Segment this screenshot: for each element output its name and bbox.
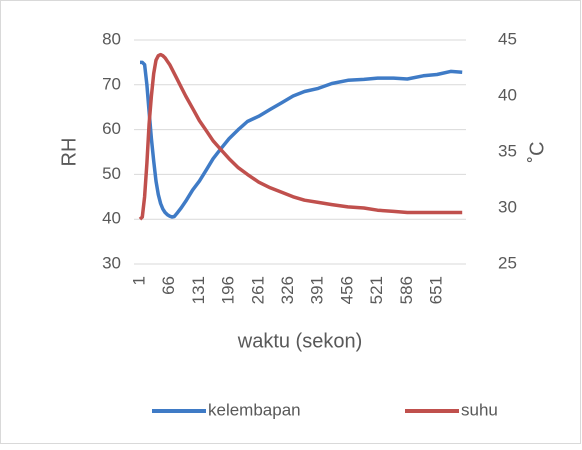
y-tick-label: 30 <box>102 253 121 272</box>
legend-label: kelembapan <box>208 400 301 419</box>
x-tick-label: 391 <box>308 276 327 304</box>
x-tick-label: 131 <box>189 276 208 304</box>
y2-tick-label: 35 <box>498 141 517 160</box>
y-axis-label: RH <box>58 138 80 167</box>
x-tick-label: 521 <box>367 276 386 304</box>
y2-tick-label: 40 <box>498 85 517 104</box>
legend-label: suhu <box>461 400 498 419</box>
series-line <box>138 52 463 221</box>
y2-tick-label: 45 <box>498 29 517 48</box>
series-line <box>140 60 463 219</box>
x-tick-label: 1 <box>129 276 148 285</box>
x-tick-label: 196 <box>219 276 238 304</box>
x-tick-label: 651 <box>427 276 446 304</box>
x-tick-label: 326 <box>278 276 297 304</box>
y-tick-label: 60 <box>102 119 121 138</box>
x-axis-label: waktu (sekon) <box>237 330 363 352</box>
x-tick-label: 261 <box>248 276 267 304</box>
y2-tick-label: 30 <box>498 197 517 216</box>
y2-tick-label: 25 <box>498 253 517 272</box>
y-tick-label: 50 <box>102 164 121 183</box>
x-tick-label: 66 <box>159 276 178 295</box>
y-tick-label: 80 <box>102 29 121 48</box>
x-tick-label: 456 <box>337 276 356 304</box>
x-tick-label: 586 <box>397 276 416 304</box>
y-tick-label: 70 <box>102 74 121 93</box>
y2-axis-label: ˚C <box>526 141 548 162</box>
y-tick-label: 40 <box>102 209 121 228</box>
